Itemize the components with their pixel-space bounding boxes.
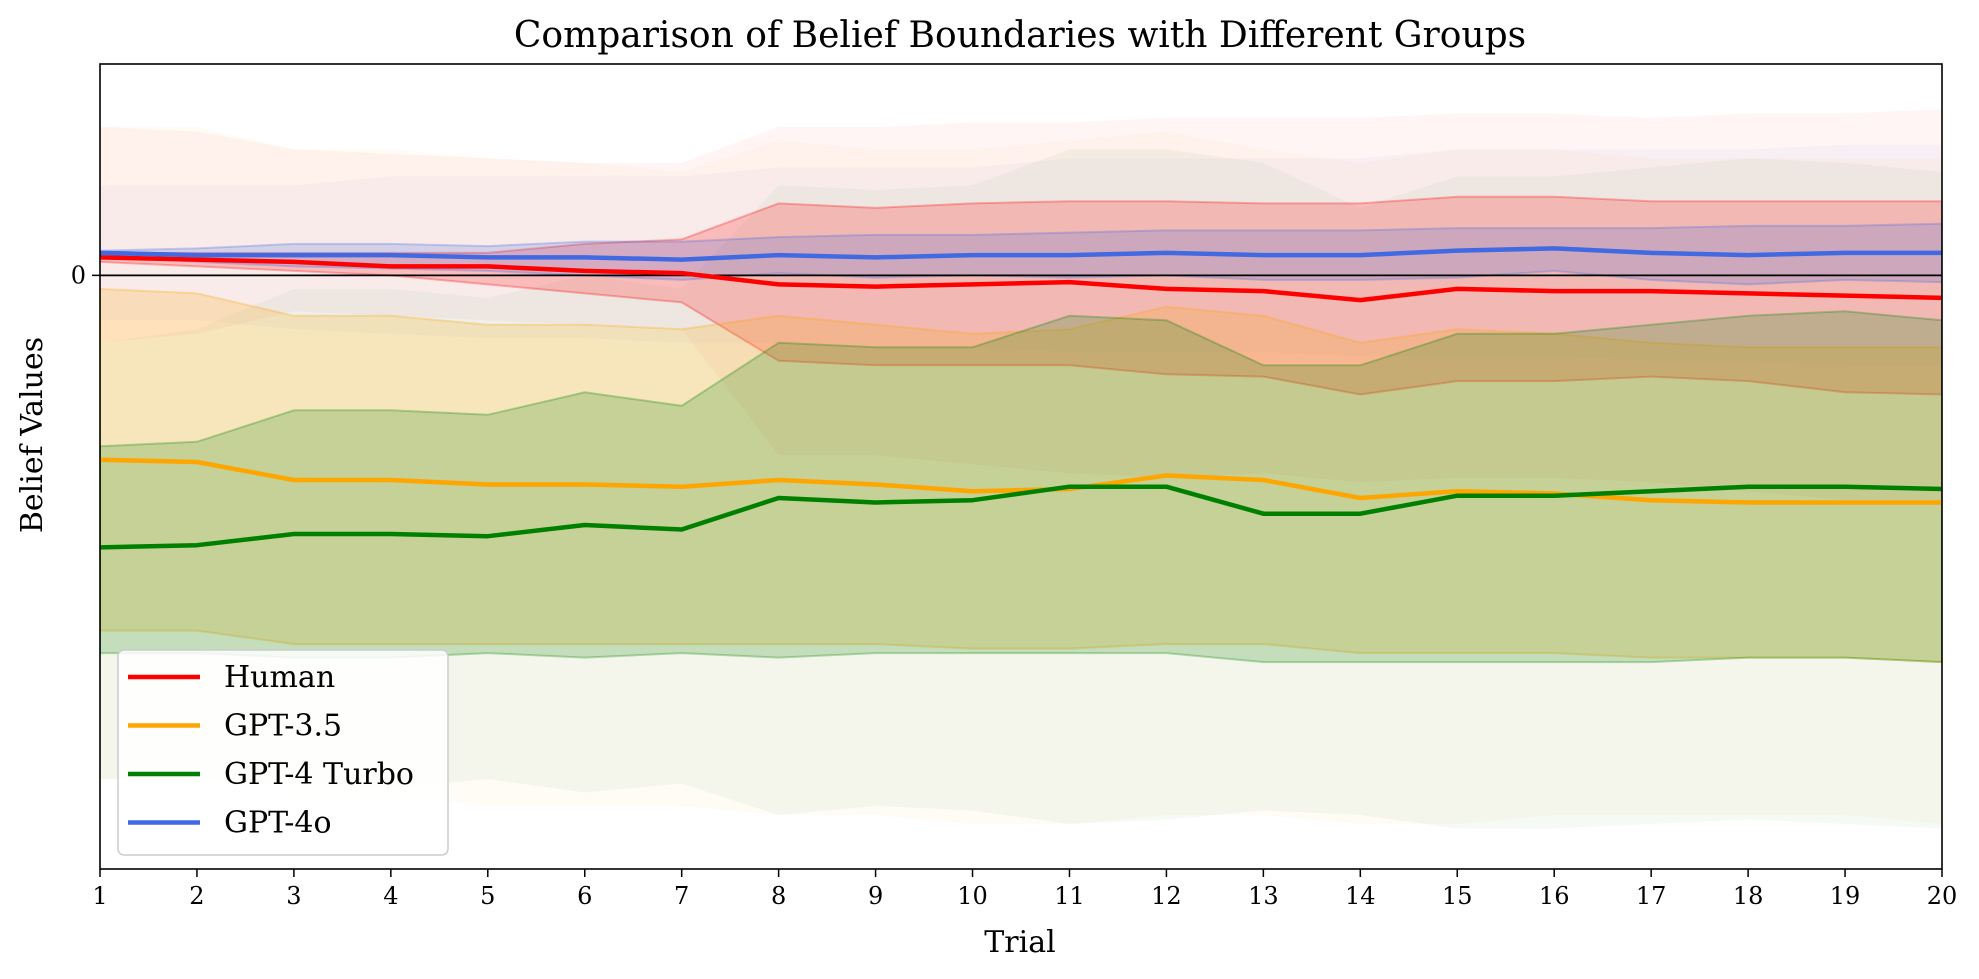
x-tick-label: 18 xyxy=(1733,882,1764,910)
band-inner-gpt-3-5 xyxy=(100,287,1942,664)
x-tick-label: 2 xyxy=(189,882,204,910)
y-axis-label: Belief Values xyxy=(15,337,50,533)
x-tick-label: 15 xyxy=(1442,882,1473,910)
x-tick-label: 19 xyxy=(1830,882,1861,910)
plot-area: 1 2 3 4 5 6 7 8 9 10 11 12 13 14 15 16 17 18 19 200 xyxy=(71,63,1958,910)
x-tick-label: 11 xyxy=(1054,882,1085,910)
x-tick-label: 10 xyxy=(957,882,988,910)
x-axis-label: Trial xyxy=(984,925,1055,960)
x-tick-label: 1 xyxy=(92,882,107,910)
x-tick-label: 16 xyxy=(1539,882,1570,910)
band-outer-gpt-3-5 xyxy=(100,127,1942,824)
y-tick-label: 0 xyxy=(71,261,86,289)
x-tick-label: 7 xyxy=(674,882,689,910)
x-tick-label: 9 xyxy=(868,882,883,910)
legend: Human GPT-3.5 GPT-4 Turbo GPT-4o xyxy=(117,649,449,856)
legend-label: GPT-3.5 xyxy=(224,709,342,744)
band-inner-gpt-4-turbo xyxy=(100,310,1942,664)
x-tick-label: 4 xyxy=(383,882,398,910)
x-tick-label: 5 xyxy=(480,882,495,910)
axes-frame xyxy=(99,63,1943,870)
x-tick-label: 14 xyxy=(1345,882,1376,910)
series-line-gpt-3-5 xyxy=(100,457,1942,505)
chart-title: Comparison of Belief Boundaries with Dif… xyxy=(514,15,1526,56)
series-line-gpt-4-turbo xyxy=(100,484,1942,550)
legend-entry-gpt-4-turbo: GPT-4 Turbo xyxy=(128,757,414,792)
x-tick-label: 3 xyxy=(286,882,301,910)
x-tick-label: 20 xyxy=(1927,882,1958,910)
x-tick-label: 6 xyxy=(577,882,592,910)
x-tick-label: 13 xyxy=(1248,882,1279,910)
legend-box xyxy=(117,649,449,856)
legend-label: Human xyxy=(224,660,335,695)
legend-entry-gpt-4o: GPT-4o xyxy=(128,806,332,841)
legend-label: GPT-4 Turbo xyxy=(224,757,414,792)
legend-entry-human: Human xyxy=(128,660,335,695)
x-tick-label: 17 xyxy=(1636,882,1667,910)
legend-entry-gpt-3-5: GPT-3.5 xyxy=(128,709,342,744)
line-layer xyxy=(100,246,1942,550)
series-line-human xyxy=(100,255,1942,303)
x-tick-label: 8 xyxy=(771,882,786,910)
legend-label: GPT-4o xyxy=(224,806,332,841)
band-outer-human xyxy=(100,109,1942,501)
band-inner-human xyxy=(100,195,1942,396)
x-tick-label: 12 xyxy=(1151,882,1182,910)
series-line-gpt-4o xyxy=(100,246,1942,262)
